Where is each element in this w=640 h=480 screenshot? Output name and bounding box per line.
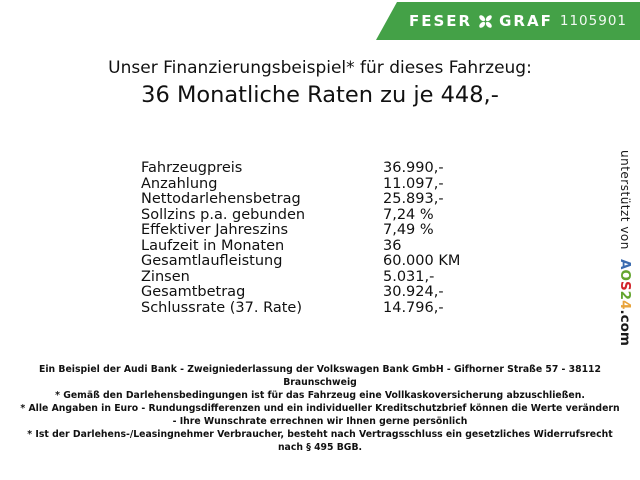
brand-name-right: GRAF [499,12,553,30]
footnote-line: nach § 495 BGB. [277,442,363,453]
row-label: Sollzins p.a. gebunden [141,206,306,223]
feser-graf-clover-icon [478,14,493,29]
aos24-domain-suffix: .com [617,309,633,346]
watermark-aos24: unterstützt von AOS24.com [617,150,633,346]
row-value: 5.031,- [383,268,435,285]
row-value: 25.893,- [383,191,444,207]
aos24-letter: O [617,269,633,281]
headline-block: Unser Finanzierungsbeispiel* für dieses … [0,57,640,110]
table-row: Sollzins p.a. gebunden 7,24 % [141,206,521,224]
table-row: Gesamtlaufleistung 60.000 KM [141,253,521,270]
watermark-prefix: unterstützt von [618,150,632,250]
row-label: Schlussrate (37. Rate) [141,299,302,316]
table-row: Anzahlung 11.097,- [141,175,521,193]
table-row: Zinsen 5.031,- [141,268,521,286]
aos24-letter: 4 [617,299,633,310]
page-title: 36 Monatliche Raten zu je 448,- [141,82,499,108]
table-row: Gesamtbetrag 30.924,- [141,284,521,301]
page-subtitle: Unser Finanzierungsbeispiel* für dieses … [108,58,532,78]
footnote-line: * Gemäß den Darlehensbedingungen ist für… [55,390,585,401]
table-row: Laufzeit in Monaten 36 [141,237,521,255]
brand-name-left: FESER [409,12,473,30]
row-label: Zinsen [141,268,190,285]
row-label: Anzahlung [141,175,218,192]
row-label: Gesamtbetrag [141,284,246,300]
row-label: Gesamtlaufleistung [141,253,283,269]
row-label: Fahrzeugpreis [141,160,243,176]
row-label: Effektiver Jahreszins [141,222,289,238]
feser-graf-banner: FESER GRAF 1105901 [376,2,640,40]
feser-graf-logo: FESER GRAF [409,12,553,30]
footnote-line: Ein Beispiel der Audi Bank - Zweignieder… [39,364,601,375]
row-value: 36 [383,237,402,254]
footnote-line: Braunschweig [283,377,357,388]
aos24-letter: S [617,280,633,291]
table-row: Fahrzeugpreis 36.990,- [141,160,521,177]
row-value: 11.097,- [383,175,444,192]
footnote-line: - Ihre Wunschrate errechnen wir Ihnen ge… [172,416,468,427]
row-label: Nettodarlehensbetrag [141,191,301,207]
row-value: 7,24 % [383,206,434,223]
footnotes-block: Ein Beispiel der Audi Bank - Zweignieder… [0,363,640,454]
table-row: Effektiver Jahreszins 7,49 % [141,222,521,239]
row-label: Laufzeit in Monaten [141,237,285,254]
row-value: 14.796,- [383,299,444,316]
finance-table: Fahrzeugpreis 36.990,- Anzahlung 11.097,… [141,160,521,317]
table-row: Schlussrate (37. Rate) 14.796,- [141,299,521,317]
offer-number: 1105901 [559,13,627,29]
aos24-logo: AOS24.com [617,259,633,346]
row-value: 7,49 % [383,222,434,238]
footnote-line: * Alle Angaben in Euro - Rundungsdiffere… [20,403,620,414]
table-row: Nettodarlehensbetrag 25.893,- [141,191,521,208]
aos24-letter: 2 [617,290,633,300]
aos24-letter: A [617,258,633,270]
row-value: 36.990,- [383,160,444,176]
footnote-line: * Ist der Darlehens-/Leasingnehmer Verbr… [27,429,613,440]
row-value: 30.924,- [383,284,444,300]
row-value: 60.000 KM [383,253,461,269]
